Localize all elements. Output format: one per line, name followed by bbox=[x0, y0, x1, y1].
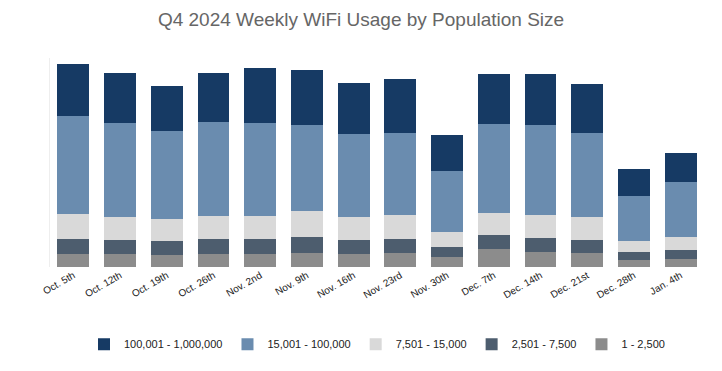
svg-text:Nov. 9th: Nov. 9th bbox=[273, 270, 310, 298]
svg-text:15,001 - 100,000: 15,001 - 100,000 bbox=[267, 338, 350, 350]
svg-text:Jan. 4th: Jan. 4th bbox=[648, 270, 684, 297]
svg-text:Dec. 28th: Dec. 28th bbox=[595, 270, 638, 301]
svg-text:Oct. 19th: Oct. 19th bbox=[130, 270, 171, 300]
svg-text:2,501 - 7,500: 2,501 - 7,500 bbox=[512, 338, 577, 350]
svg-text:Dec. 14th: Dec. 14th bbox=[501, 270, 544, 301]
svg-text:Oct. 12th: Oct. 12th bbox=[83, 270, 124, 300]
svg-text:Nov. 2nd: Nov. 2nd bbox=[224, 270, 264, 299]
svg-text:Nov. 16th: Nov. 16th bbox=[315, 270, 357, 301]
svg-text:Dec. 7th: Dec. 7th bbox=[460, 270, 498, 298]
svg-text:Oct. 26th: Oct. 26th bbox=[176, 270, 217, 300]
svg-text:Oct. 5th: Oct. 5th bbox=[41, 270, 77, 297]
svg-text:100,001 - 1,000,000: 100,001 - 1,000,000 bbox=[124, 338, 222, 350]
svg-text:Nov. 30th: Nov. 30th bbox=[409, 270, 451, 301]
svg-text:Nov. 23rd: Nov. 23rd bbox=[361, 270, 403, 301]
svg-text:Q4 2024 Weekly WiFi Usage by P: Q4 2024 Weekly WiFi Usage by Population … bbox=[158, 9, 564, 30]
svg-text:7,501 - 15,000: 7,501 - 15,000 bbox=[396, 338, 467, 350]
svg-text:1 - 2,500: 1 - 2,500 bbox=[621, 338, 664, 350]
svg-text:Dec. 21st: Dec. 21st bbox=[549, 269, 591, 300]
